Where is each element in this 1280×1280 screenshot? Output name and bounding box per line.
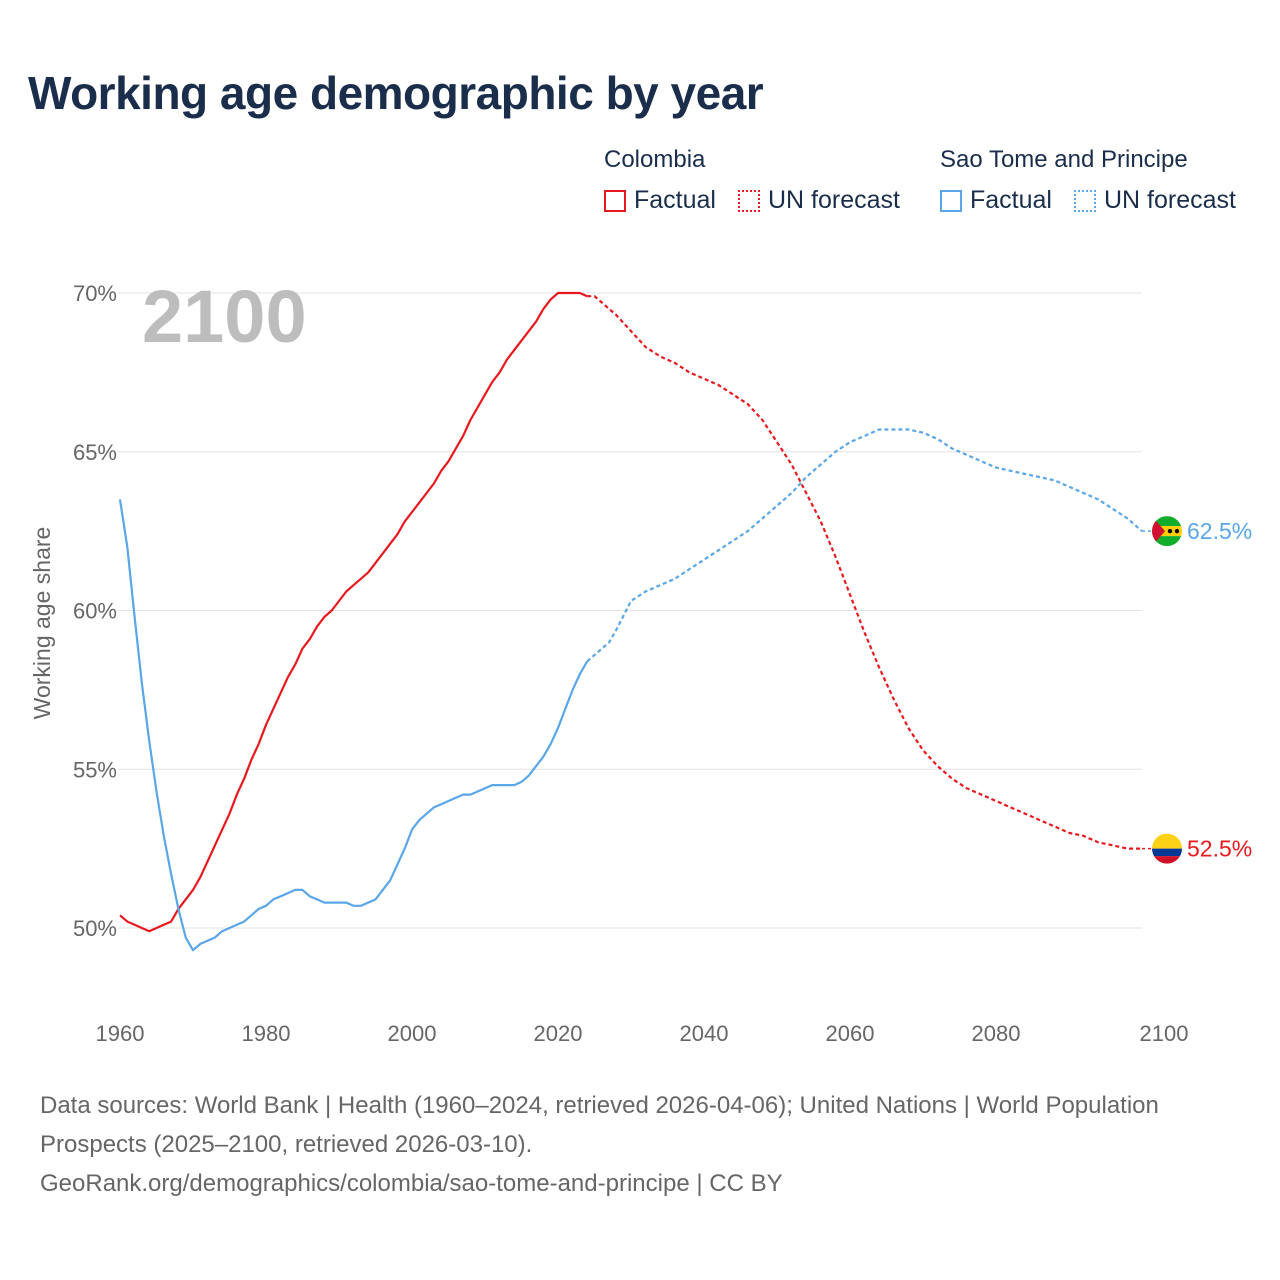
line-chart: 50% 55% 60% 65% 70% 1960 1980 2000 2020 2040 2060…	[29, 275, 1252, 1046]
series-line-forecast[interactable]	[587, 295, 1142, 850]
legend-group-colombia: Colombia	[604, 146, 706, 173]
y-tick-label: 55%	[73, 757, 117, 782]
y-axis-ticks: 50% 55% 60% 65% 70%	[73, 281, 117, 941]
y-tick-label: 65%	[73, 440, 117, 465]
legend-swatch-solid	[604, 189, 626, 212]
chart-title: Working age demographic by year	[28, 67, 764, 119]
legend-swatch-dotted	[1074, 189, 1096, 212]
legend-item-sao-tome-forecast[interactable]: UN forecast	[1074, 186, 1236, 215]
x-tick-label: 1960	[96, 1021, 145, 1046]
y-tick-label: 50%	[73, 916, 117, 941]
source-url[interactable]: GeoRank.org/demographics/colombia/sao-to…	[40, 1170, 783, 1197]
series-line-forecast[interactable]	[586, 428, 1143, 663]
x-tick-label: 2000	[388, 1021, 437, 1046]
x-tick-label: 1980	[242, 1021, 291, 1046]
legend-label: Factual	[970, 186, 1052, 214]
year-overlay: 2100	[142, 275, 307, 358]
legend-label: UN forecast	[768, 186, 900, 214]
data-sources: Data sources: World Bank | Health (1960–…	[40, 1092, 1159, 1158]
colombia-flag-icon	[1152, 833, 1182, 864]
legend-swatch-solid	[940, 189, 962, 212]
x-tick-label: 2040	[680, 1021, 729, 1046]
legend-item-colombia-forecast[interactable]: UN forecast	[738, 186, 900, 215]
x-tick-label: 2060	[826, 1021, 875, 1046]
series-line-factual[interactable]	[119, 291, 588, 933]
x-axis-ticks: 1960 1980 2000 2020 2040 2060 2080 2100	[96, 1021, 1189, 1046]
end-markers: 52.5% 62.5%	[1142, 516, 1252, 864]
legend-swatch-dotted	[738, 189, 760, 212]
y-tick-label: 70%	[73, 281, 117, 306]
x-tick-label: 2080	[972, 1021, 1021, 1046]
y-tick-label: 60%	[73, 599, 117, 624]
legend-item-colombia-factual[interactable]: Factual	[604, 186, 716, 215]
footer: Data sources: World Bank | Health (1960–…	[40, 1086, 1240, 1203]
series-layer	[118, 291, 1143, 952]
end-value-label: 62.5%	[1187, 518, 1252, 544]
legend-label: Factual	[634, 186, 716, 214]
end-value-label: 52.5%	[1187, 836, 1252, 862]
sao-tome-flag-icon	[1152, 516, 1182, 547]
gridlines	[118, 292, 1142, 929]
legend-group-sao-tome: Sao Tome and Principe	[940, 146, 1188, 173]
legend-label: UN forecast	[1104, 186, 1236, 214]
series-sao-tome	[118, 428, 1143, 952]
x-tick-label: 2100	[1140, 1021, 1189, 1046]
series-line-factual[interactable]	[118, 499, 589, 952]
legend-item-sao-tome-factual[interactable]: Factual	[940, 186, 1052, 215]
y-axis-title: Working age share	[29, 527, 55, 720]
x-tick-label: 2020	[534, 1021, 583, 1046]
series-colombia	[119, 291, 1142, 933]
